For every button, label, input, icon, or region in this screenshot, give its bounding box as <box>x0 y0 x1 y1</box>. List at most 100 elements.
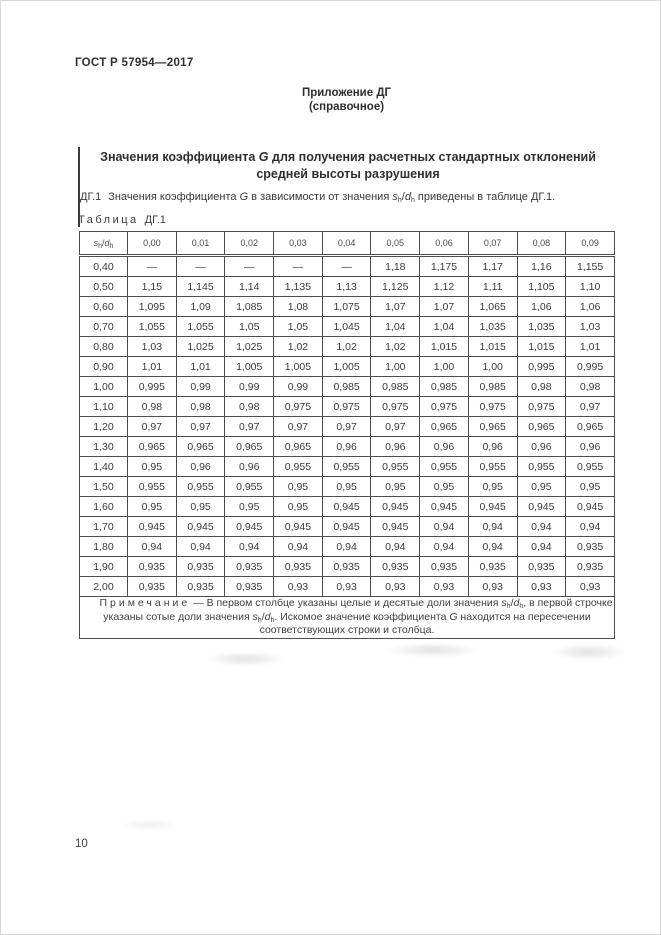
row-label-cell: 1,50 <box>79 476 128 497</box>
value-cell: 0,96 <box>419 436 469 457</box>
value-cell: 0,94 <box>516 516 567 537</box>
section-title: Значения коэффициента G для получения ра… <box>88 149 608 182</box>
value-cell: 0,95 <box>175 496 226 517</box>
table-header-cell: 0,06 <box>419 231 469 257</box>
value-cell: 1,10 <box>565 276 615 297</box>
value-cell: — <box>127 255 177 277</box>
value-cell: 0,94 <box>127 536 177 557</box>
value-cell: 0,97 <box>565 396 615 417</box>
value-cell: 0,935 <box>224 576 275 597</box>
table-header-cell: 0,04 <box>321 231 372 257</box>
table-header-cell: 0,08 <box>516 231 567 257</box>
value-cell: 1,14 <box>224 276 275 297</box>
value-cell: 1,02 <box>370 336 421 357</box>
value-cell: 1,035 <box>516 316 567 337</box>
value-cell: 1,12 <box>419 276 469 297</box>
value-cell: 0,945 <box>565 496 615 517</box>
scan-smudge <box>552 644 627 660</box>
row-label-cell: 1,10 <box>79 396 128 417</box>
value-cell: 0,93 <box>419 576 469 597</box>
value-cell: 1,15 <box>127 276 177 297</box>
table-row: 0,60 1,095 1,09 1,085 1,08 1,075 1,07 1,07 1,065… <box>79 296 615 317</box>
scan-smudge <box>205 652 285 666</box>
value-cell: 0,97 <box>273 416 323 437</box>
value-cell: 0,935 <box>321 556 372 577</box>
value-cell: 1,135 <box>273 276 323 297</box>
table-row: 2,00 0,935 0,935 0,935 0,93 0,93 0,93 0,93 0,93 0… <box>79 576 615 597</box>
value-cell: 1,025 <box>175 336 226 357</box>
value-cell: 0,94 <box>175 536 226 557</box>
row-label-cell: 1,80 <box>79 536 128 557</box>
table-label-number: ДГ.1 <box>144 214 166 226</box>
value-cell: 0,965 <box>467 416 518 437</box>
value-cell: 1,13 <box>321 276 372 297</box>
value-cell: 0,935 <box>565 536 615 557</box>
value-cell: 0,93 <box>516 576 567 597</box>
value-cell: 0,95 <box>127 456 177 477</box>
value-cell: 0,98 <box>516 376 567 397</box>
value-cell: 1,025 <box>224 336 275 357</box>
value-cell: 0,95 <box>370 476 421 497</box>
value-cell: 0,95 <box>273 476 323 497</box>
row-label-cell: 0,80 <box>79 336 128 357</box>
value-cell: 1,06 <box>516 296 567 317</box>
value-cell: 0,93 <box>370 576 421 597</box>
value-cell: 0,93 <box>565 576 615 597</box>
table-row: 1,00 0,995 0,99 0,99 0,99 0,985 0,985 0,985 0,98… <box>79 376 615 397</box>
value-cell: 0,99 <box>224 376 275 397</box>
value-cell: 0,95 <box>419 476 469 497</box>
value-cell: 0,94 <box>419 516 469 537</box>
value-cell: 0,96 <box>175 456 226 477</box>
value-cell: 0,97 <box>224 416 275 437</box>
table-header-cell: 0,09 <box>565 231 615 257</box>
value-cell: 1,065 <box>467 296 518 317</box>
value-cell: 0,95 <box>467 476 518 497</box>
row-label-cell: 0,70 <box>79 316 128 337</box>
value-cell: 1,00 <box>467 356 518 377</box>
value-cell: 1,015 <box>516 336 567 357</box>
value-cell: 0,965 <box>127 436 177 457</box>
value-cell: 1,085 <box>224 296 275 317</box>
value-cell: 0,94 <box>467 516 518 537</box>
value-cell: 0,985 <box>370 376 421 397</box>
value-cell: 0,945 <box>127 516 177 537</box>
value-cell: 0,945 <box>321 516 372 537</box>
formula-sh-dh: sh/dh <box>252 610 275 624</box>
value-cell: 1,125 <box>370 276 421 297</box>
note-label: Примечание <box>99 597 191 609</box>
value-cell: 1,035 <box>467 316 518 337</box>
table-row: 0,80 1,03 1,025 1,025 1,02 1,02 1,02 1,015 1,015… <box>79 336 615 357</box>
value-cell: 1,00 <box>419 356 469 377</box>
table-row: 1,10 0,98 0,98 0,98 0,975 0,975 0,975 0,975 0,97… <box>79 396 615 417</box>
value-cell: 0,945 <box>175 516 226 537</box>
annex-heading: Приложение ДГ (справочное) <box>79 86 614 114</box>
value-cell: 0,93 <box>467 576 518 597</box>
value-cell: 0,94 <box>419 536 469 557</box>
value-cell: 1,04 <box>370 316 421 337</box>
value-cell: 0,95 <box>565 476 615 497</box>
value-cell: 0,935 <box>565 556 615 577</box>
value-cell: 0,97 <box>370 416 421 437</box>
table-header-cell: 0,01 <box>175 231 226 257</box>
value-cell: 1,01 <box>127 356 177 377</box>
value-cell: 1,16 <box>516 255 567 277</box>
value-cell: 1,055 <box>175 316 226 337</box>
value-cell: 0,96 <box>565 436 615 457</box>
value-cell: 0,935 <box>175 556 226 577</box>
value-cell: 0,945 <box>370 516 421 537</box>
value-cell: 0,995 <box>516 356 567 377</box>
table-row: 1,90 0,935 0,935 0,935 0,935 0,935 0,935 0,935 0… <box>79 556 615 577</box>
intro-paragraph: ДГ.1 Значения коэффициента G в зависимост… <box>80 191 556 204</box>
value-cell: 0,995 <box>565 356 615 377</box>
value-cell: — <box>273 255 323 277</box>
value-cell: 1,08 <box>273 296 323 317</box>
value-cell: 0,975 <box>370 396 421 417</box>
value-cell: 0,945 <box>321 496 372 517</box>
change-bar <box>78 147 80 227</box>
value-cell: — <box>224 255 275 277</box>
value-cell: 0,935 <box>224 556 275 577</box>
value-cell: 1,095 <box>127 296 177 317</box>
value-cell: 1,02 <box>321 336 372 357</box>
value-cell: 0,955 <box>370 456 421 477</box>
